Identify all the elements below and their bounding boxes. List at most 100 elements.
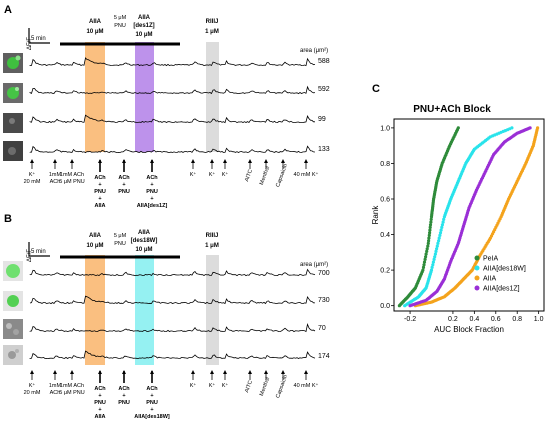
stimulus-label: AIIA[des18W] xyxy=(134,414,170,420)
stimulus-label: K⁺ xyxy=(190,171,197,178)
stimulus-label: PNU xyxy=(94,189,106,195)
stimulus-arrowhead xyxy=(122,159,126,163)
svg-text:1 μM: 1 μM xyxy=(205,29,219,35)
data-point xyxy=(421,265,426,269)
stimulus-marker: 40 mM K⁺ xyxy=(294,159,319,178)
svg-text:[des18W]: [des18W] xyxy=(131,238,158,244)
stimulus-label: 40 mM K⁺ xyxy=(294,171,319,178)
calcium-trace xyxy=(29,295,316,305)
stimulus-arrowhead xyxy=(30,159,34,163)
calcium-trace xyxy=(29,350,316,360)
stimulus-arrowhead xyxy=(210,159,214,163)
stimulus-arrowhead xyxy=(223,159,227,163)
stimulus-arrowhead xyxy=(70,370,74,374)
data-point xyxy=(440,223,444,227)
series-aiia-des18w- xyxy=(403,126,514,308)
svg-text:AIIA: AIIA xyxy=(89,19,102,25)
calcium-trace xyxy=(29,85,316,95)
cell-thumbnail xyxy=(3,141,23,161)
stimulus-arrowhead xyxy=(191,370,195,374)
data-point xyxy=(439,228,443,232)
svg-text:10 μM: 10 μM xyxy=(86,243,103,249)
data-point xyxy=(427,236,431,240)
data-point xyxy=(422,263,426,267)
y-axis-label: Rank xyxy=(371,205,380,225)
stimulus-label: PNU xyxy=(94,400,106,406)
calcium-trace xyxy=(29,57,316,67)
stimulus-arrowhead xyxy=(281,370,285,374)
stimulus-label: + xyxy=(150,182,153,188)
toxin-label-des1z: AIIA [des1Z] 10 μM xyxy=(133,15,154,38)
data-point xyxy=(536,126,540,130)
stimulus-arrowhead xyxy=(248,159,252,163)
svg-text:RIIIJ: RIIIJ xyxy=(206,233,219,239)
stimulus-label: 20 mM xyxy=(24,179,41,185)
data-point xyxy=(427,233,431,237)
stimulus-label: ACh xyxy=(94,386,106,392)
data-point xyxy=(424,252,428,256)
svg-text:10 μM: 10 μM xyxy=(135,32,152,38)
cell-thumbnail xyxy=(3,319,23,339)
area-header: area (μm²) xyxy=(300,262,328,268)
stimulus-arrowhead xyxy=(248,370,252,374)
stimulus-marker: ACh+PNU+AIIA[des1Z] xyxy=(137,159,167,209)
stimulus-marker: K⁺20 mM xyxy=(24,159,41,185)
legend-marker xyxy=(474,265,480,271)
cell-area-value: 700 xyxy=(318,270,330,277)
y-tick-label: 0.2 xyxy=(380,268,390,275)
data-point xyxy=(435,244,439,248)
svg-text:AIIA: AIIA xyxy=(138,15,151,21)
stimulus-label: 40 mM K⁺ xyxy=(294,382,319,389)
data-point xyxy=(426,244,430,248)
stimulus-label: PNU xyxy=(118,189,130,195)
data-point xyxy=(433,252,437,256)
toxin-label-des18w: AIIA [des18W] 10 μM xyxy=(131,230,158,253)
calcium-trace xyxy=(29,114,315,124)
stimulus-label: ACh xyxy=(50,390,61,396)
stimulus-label: Menthol xyxy=(259,376,271,396)
stimulus-marker: K⁺ xyxy=(209,370,215,389)
data-point xyxy=(456,126,460,130)
scale-label-vertical: ΔF/F xyxy=(27,249,33,262)
stimulus-marker: Menthol xyxy=(259,370,271,397)
data-point xyxy=(425,247,429,251)
stimulus-marker: ACh+PNU+AIIA xyxy=(94,159,106,209)
panel-c: C PNU+ACh Block Rank AUC Block Fraction … xyxy=(371,83,545,334)
data-point xyxy=(429,217,433,221)
aiia-band xyxy=(85,255,105,365)
x-tick-label: 0.8 xyxy=(512,316,522,323)
stimulus-label: + xyxy=(98,393,101,399)
des18w-band xyxy=(135,255,154,365)
stimulus-label: K⁺ xyxy=(222,171,229,178)
stimulus-marker: K⁺ xyxy=(209,159,215,178)
x-tick-label: -0.2 xyxy=(404,316,416,323)
stimulus-label: K⁺ xyxy=(190,382,197,389)
stimulus-arrowhead xyxy=(150,159,154,163)
cell-area-value: 730 xyxy=(318,297,330,304)
stimulus-label: AIIA xyxy=(95,203,106,209)
data-point xyxy=(436,241,440,245)
x-tick-label: 0.6 xyxy=(491,316,501,323)
x-tick-label: 0.4 xyxy=(469,316,479,323)
cell-thumbnail xyxy=(3,113,23,133)
stimulus-marker: AITC xyxy=(244,370,254,394)
svg-text:PNU: PNU xyxy=(114,23,126,29)
scale-label-horizontal: 5 min xyxy=(31,249,46,255)
riiij-band xyxy=(206,255,219,365)
riiij-band xyxy=(206,42,219,152)
aiia-band xyxy=(85,42,105,152)
series-aiia xyxy=(413,126,540,308)
stimulus-label: K⁺ xyxy=(29,382,36,389)
data-point xyxy=(422,260,427,264)
x-tick-label: 1.0 xyxy=(534,316,544,323)
legend-label: AIIA[des1Z] xyxy=(483,286,520,293)
stimulus-arrowhead xyxy=(304,370,308,374)
stimulus-label: ACh xyxy=(146,386,158,392)
data-point xyxy=(429,220,433,224)
svg-text:[des1Z]: [des1Z] xyxy=(133,23,154,29)
y-tick-label: 1.0 xyxy=(380,125,390,132)
